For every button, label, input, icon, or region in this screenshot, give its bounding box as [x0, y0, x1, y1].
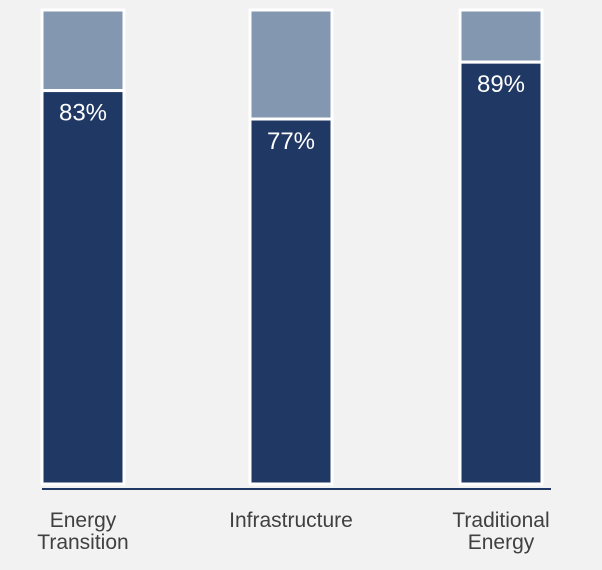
data-label: 89%: [477, 71, 525, 98]
bar-segment-lower: [460, 62, 542, 484]
bar-segment-lower: [42, 91, 124, 484]
category-label: Energy: [50, 509, 117, 532]
category-label: Infrastructure: [229, 509, 353, 532]
bar-segment-upper: [42, 10, 124, 91]
data-label: 77%: [267, 128, 315, 155]
bar-segment-upper: [250, 10, 332, 119]
category-label: Energy: [468, 531, 535, 554]
category-label: Transition: [37, 531, 128, 554]
bar-segment-upper: [460, 10, 542, 62]
category-label: Traditional: [452, 509, 549, 532]
bar-segment-lower: [250, 119, 332, 484]
data-label: 83%: [59, 100, 107, 127]
